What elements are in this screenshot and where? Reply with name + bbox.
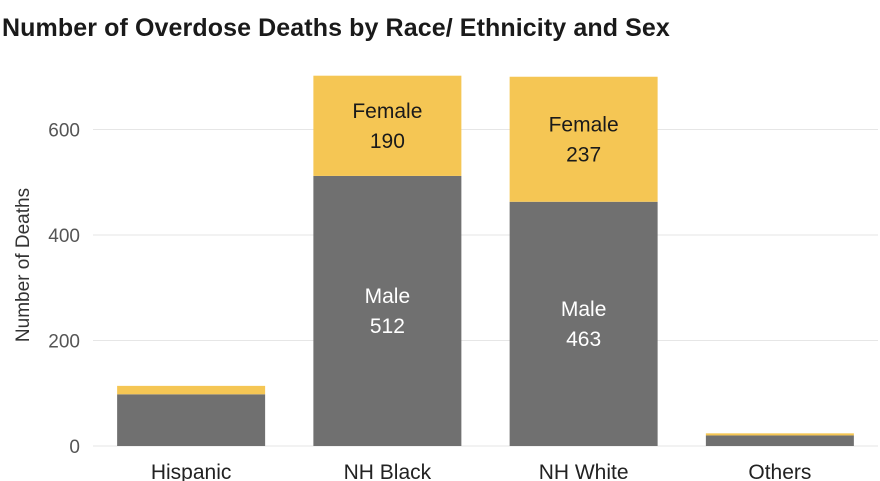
x-axis-ticks: Hispanic NH Black NH White Others	[151, 461, 812, 481]
y-tick-label: 400	[48, 226, 80, 247]
y-axis-ticks: 0 200 400 600	[48, 121, 80, 459]
bars	[117, 75, 854, 447]
x-tick-label: NH Black	[344, 461, 432, 481]
bar-labels: Male 512 Female 190 Male 463 Female 237	[352, 100, 618, 351]
y-tick-label: 0	[69, 437, 80, 458]
x-tick-label: NH White	[539, 461, 629, 481]
x-tick-label: Hispanic	[151, 461, 232, 481]
bar-female-nh-white	[509, 76, 658, 202]
bar-female-hispanic	[117, 385, 266, 395]
bar-data-label: Female 237	[549, 113, 619, 166]
y-axis-label: Number of Deaths	[13, 188, 34, 342]
bar-data-label: Male 463	[561, 298, 607, 351]
bar-data-label: Male 512	[365, 285, 411, 338]
y-tick-label: 200	[48, 332, 80, 353]
bar-male-nh-black	[313, 175, 462, 447]
x-tick-label: Others	[748, 461, 811, 481]
bar-data-label: Female 190	[352, 100, 422, 153]
bar-female-nh-black	[313, 75, 462, 176]
chart-title: Number of Overdose Deaths by Race/ Ethni…	[2, 14, 670, 42]
bar-male-nh-white	[509, 201, 658, 446]
bar-male-hispanic	[117, 394, 266, 446]
bar-male-others	[705, 435, 854, 446]
bar-female-others	[705, 433, 854, 436]
y-tick-label: 600	[48, 121, 80, 142]
